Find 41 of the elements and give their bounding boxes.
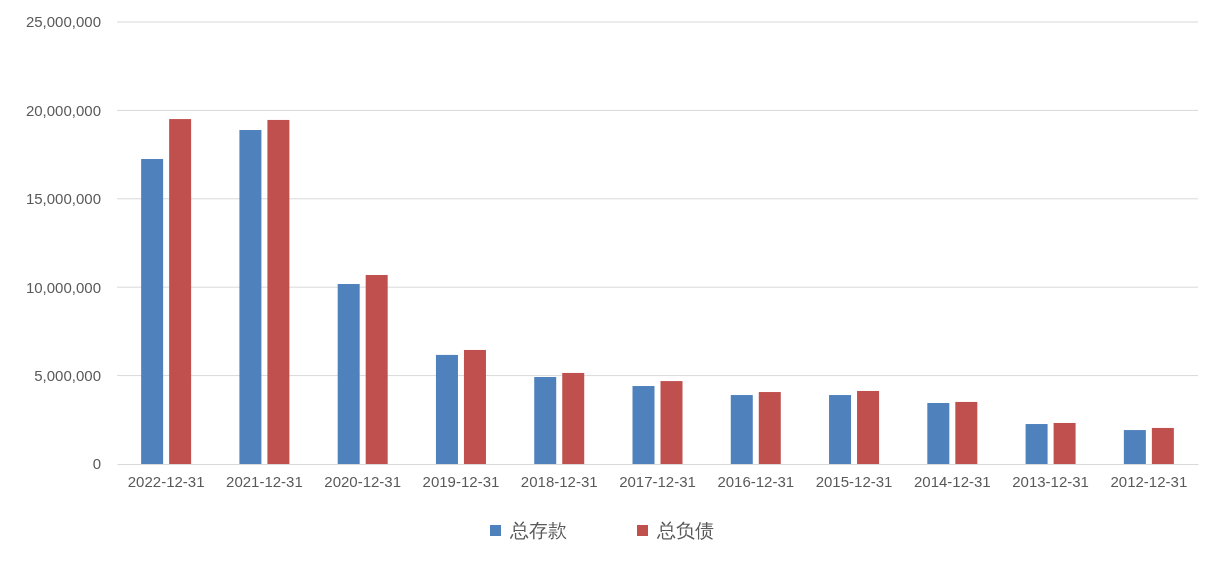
bar	[1151, 427, 1174, 464]
bar	[534, 377, 557, 464]
x-tick-label: 2013-12-31	[1012, 472, 1089, 490]
bar	[758, 392, 781, 464]
y-tick-label: 0	[92, 455, 101, 473]
x-tick-label: 2017-12-31	[619, 472, 696, 490]
x-tick-label: 2021-12-31	[226, 472, 303, 490]
x-tick-label: 2022-12-31	[127, 472, 205, 490]
y-tick-label: 15,000,000	[25, 190, 101, 208]
bar	[463, 349, 486, 464]
bar	[730, 395, 753, 464]
x-tick-label: 2016-12-31	[717, 472, 795, 490]
x-tick-label: 2014-12-31	[913, 472, 991, 490]
y-tick-label: 20,000,000	[25, 101, 101, 119]
y-tick-label: 25,000,000	[25, 13, 101, 31]
bar	[267, 119, 290, 464]
x-tick-label: 2019-12-31	[422, 472, 500, 490]
bar	[365, 275, 388, 464]
bar	[141, 159, 164, 464]
bar	[1123, 430, 1146, 464]
bar	[337, 284, 360, 464]
legend-label: 总存款	[509, 520, 567, 541]
y-tick-label: 5,000,000	[34, 366, 101, 384]
bar	[239, 130, 262, 464]
bar	[955, 401, 978, 464]
x-tick-label: 2012-12-31	[1110, 472, 1188, 490]
bar	[632, 386, 655, 464]
bar	[857, 390, 880, 464]
x-tick-label: 2015-12-31	[815, 472, 893, 490]
bar	[562, 372, 585, 464]
x-tick-label: 2018-12-31	[520, 472, 598, 490]
bar	[169, 119, 192, 464]
y-tick-label: 10,000,000	[25, 278, 101, 296]
legend-label: 总负债	[656, 520, 714, 541]
x-tick-label: 2020-12-31	[324, 472, 402, 490]
bar	[927, 403, 950, 464]
bar	[1025, 424, 1048, 464]
bar	[435, 354, 458, 464]
bar	[829, 395, 852, 464]
bar	[1053, 422, 1076, 464]
bar	[660, 381, 683, 464]
